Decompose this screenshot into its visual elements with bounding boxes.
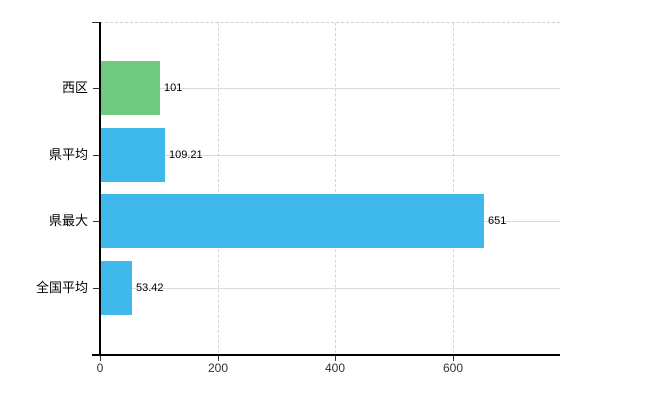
bar (101, 194, 484, 248)
category-tick (93, 155, 100, 156)
x-gridline (218, 23, 219, 353)
bar-value-label: 53.42 (136, 282, 164, 294)
x-gridline (335, 23, 336, 353)
x-axis-tick-label: 600 (442, 361, 464, 375)
bar-value-label: 109.21 (169, 149, 203, 161)
x-axis-tick-label: 200 (207, 361, 229, 375)
bar-value-label: 651 (488, 215, 507, 227)
category-gridline (100, 155, 560, 156)
x-axis-tick (453, 356, 454, 361)
category-tick (93, 221, 100, 222)
category-label: 県平均 (48, 147, 88, 162)
category-tick (93, 288, 100, 289)
bar (101, 128, 165, 182)
x-axis-line (92, 354, 560, 356)
category-label: 西区 (61, 80, 88, 95)
category-tick (93, 88, 100, 89)
x-axis-tick-label: 0 (96, 361, 104, 375)
category-gridline (100, 88, 560, 89)
x-axis-tick (335, 356, 336, 361)
x-axis-tick-label: 400 (324, 361, 346, 375)
x-axis-tick (218, 356, 219, 361)
y-axis-line (99, 22, 101, 355)
plot-top-border (100, 22, 560, 23)
x-axis-tick (100, 356, 101, 361)
x-gridline (453, 23, 454, 353)
bar (101, 61, 160, 115)
category-gridline (100, 288, 560, 289)
category-label: 全国平均 (35, 280, 88, 295)
bar-value-label: 101 (164, 82, 183, 94)
category-label: 県最大 (48, 213, 88, 228)
y-axis-top-tick (92, 22, 99, 23)
bar (101, 261, 132, 315)
